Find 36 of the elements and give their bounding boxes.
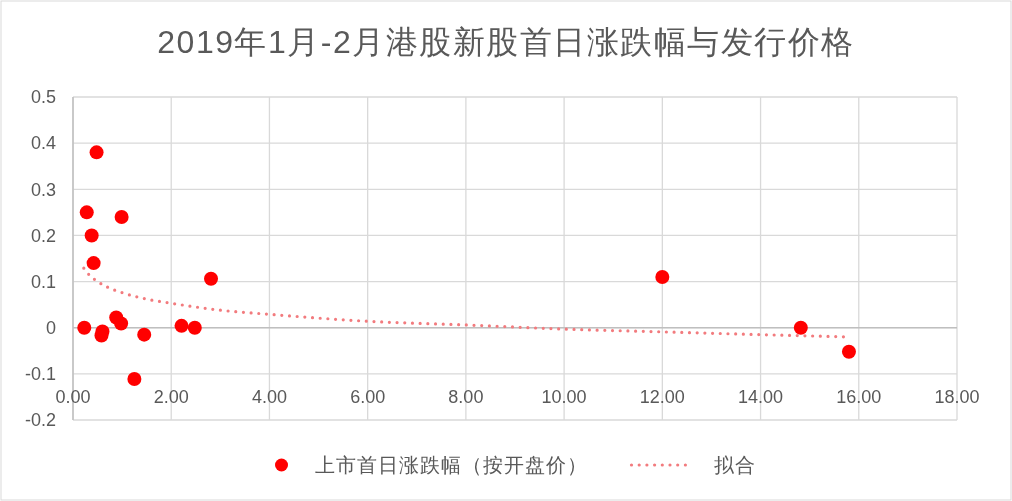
point bbox=[114, 209, 129, 224]
point bbox=[204, 271, 218, 286]
point bbox=[655, 269, 670, 284]
x-tick-label: 8.00 bbox=[448, 387, 484, 408]
chart-title: 2019年1月-2月港股新股首日涨跌幅与发行价格 bbox=[157, 24, 855, 61]
x-tick-label: 16.00 bbox=[836, 387, 882, 408]
point bbox=[841, 344, 856, 359]
y-tick-label: 0.3 bbox=[30, 179, 56, 200]
y-tick-label: 0.5 bbox=[30, 87, 56, 108]
y-tick-label: -0.2 bbox=[24, 410, 56, 431]
y-tick-label: 0.2 bbox=[30, 225, 56, 246]
x-tick-label: 2.00 bbox=[153, 387, 189, 408]
point bbox=[187, 320, 202, 335]
x-tick-label: 6.00 bbox=[350, 387, 386, 408]
point bbox=[79, 205, 94, 220]
point bbox=[114, 316, 129, 331]
point bbox=[89, 145, 104, 160]
point bbox=[84, 228, 99, 243]
x-tick-label: 14.00 bbox=[738, 387, 784, 408]
x-tick-label: 10.00 bbox=[541, 387, 587, 408]
legend-label: 上市首日涨跌幅（按开盘价） bbox=[314, 454, 588, 476]
y-tick-label: 0.4 bbox=[30, 133, 56, 154]
point bbox=[86, 256, 101, 271]
point bbox=[77, 320, 92, 335]
point bbox=[137, 327, 152, 342]
y-tick-label: 0 bbox=[45, 318, 56, 339]
point bbox=[793, 320, 808, 335]
y-tick-label: 0.1 bbox=[30, 271, 56, 292]
x-tick-label: 4.00 bbox=[251, 387, 287, 408]
point bbox=[174, 318, 189, 333]
y-tick-label: -0.1 bbox=[24, 364, 56, 385]
x-tick-label: 12.00 bbox=[639, 387, 685, 408]
x-tick-label: 0.00 bbox=[55, 387, 91, 408]
x-tick-label: 18.00 bbox=[934, 387, 980, 408]
point bbox=[127, 371, 142, 386]
legend-label: 拟合 bbox=[713, 454, 756, 476]
